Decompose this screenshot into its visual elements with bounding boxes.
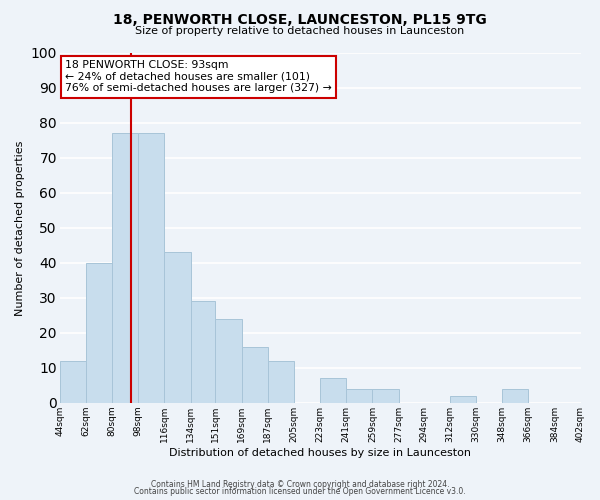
Text: Size of property relative to detached houses in Launceston: Size of property relative to detached ho… bbox=[136, 26, 464, 36]
Text: Contains public sector information licensed under the Open Government Licence v3: Contains public sector information licen… bbox=[134, 487, 466, 496]
Bar bbox=[164, 252, 191, 403]
Bar bbox=[242, 347, 268, 403]
Bar bbox=[449, 396, 476, 403]
Bar bbox=[373, 389, 398, 403]
Text: 18, PENWORTH CLOSE, LAUNCESTON, PL15 9TG: 18, PENWORTH CLOSE, LAUNCESTON, PL15 9TG bbox=[113, 12, 487, 26]
Bar bbox=[268, 361, 294, 403]
Text: Contains HM Land Registry data © Crown copyright and database right 2024.: Contains HM Land Registry data © Crown c… bbox=[151, 480, 449, 489]
Bar bbox=[191, 302, 215, 403]
Bar bbox=[60, 361, 86, 403]
Bar bbox=[502, 389, 528, 403]
Bar bbox=[320, 378, 346, 403]
Bar bbox=[346, 389, 373, 403]
Bar bbox=[215, 319, 242, 403]
Bar bbox=[86, 263, 112, 403]
X-axis label: Distribution of detached houses by size in Launceston: Distribution of detached houses by size … bbox=[169, 448, 471, 458]
Bar bbox=[138, 134, 164, 403]
Bar bbox=[112, 134, 138, 403]
Text: 18 PENWORTH CLOSE: 93sqm
← 24% of detached houses are smaller (101)
76% of semi-: 18 PENWORTH CLOSE: 93sqm ← 24% of detach… bbox=[65, 60, 332, 93]
Y-axis label: Number of detached properties: Number of detached properties bbox=[15, 140, 25, 316]
